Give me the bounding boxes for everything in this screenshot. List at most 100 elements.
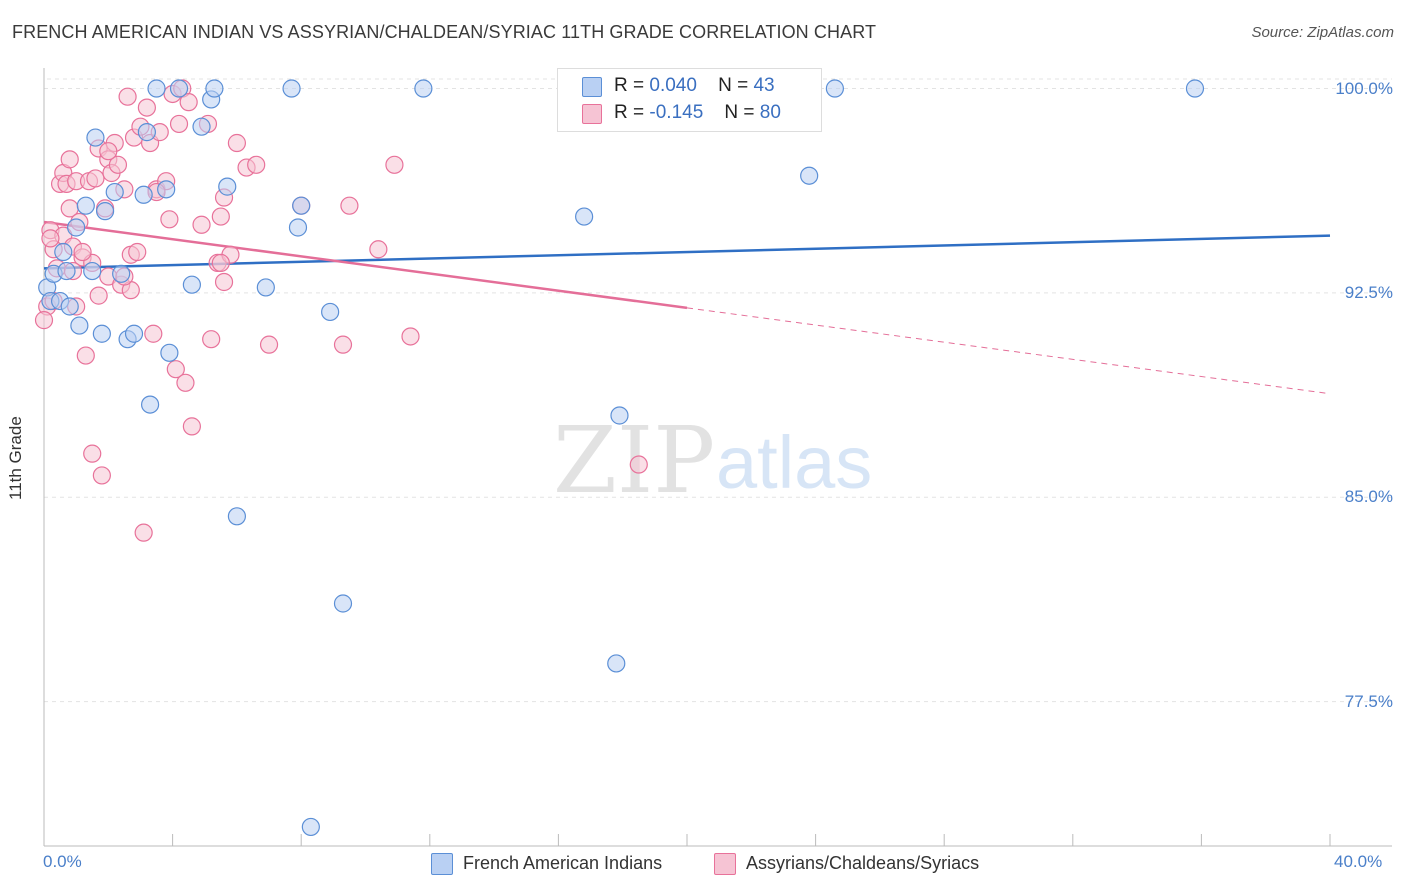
data-point-french-american-indian: [54, 242, 73, 262]
source-label: Source: ZipAtlas.com: [1251, 24, 1394, 41]
data-point-french-american-indian: [800, 166, 819, 185]
data-point-assyrian: [134, 523, 153, 542]
data-point-french-american-indian: [140, 395, 160, 414]
data-point-french-american-indian: [610, 406, 629, 425]
blue-swatch-icon: [582, 77, 602, 97]
data-point-french-american-indian: [57, 261, 76, 281]
data-point-french-american-indian: [60, 297, 79, 316]
chart-title: FRENCH AMERICAN INDIAN VS ASSYRIAN/CHALD…: [12, 22, 877, 42]
data-point-french-american-indian: [292, 196, 311, 215]
data-point-assyrian: [340, 196, 359, 215]
data-point-assyrian: [108, 155, 128, 174]
data-point-assyrian: [41, 229, 60, 248]
data-point-assyrian: [369, 240, 388, 259]
stats-legend-box: R = 0.040 N = 43 R = -0.145 N = 80: [557, 68, 822, 132]
data-point-french-american-indian: [288, 218, 308, 237]
data-point-french-american-indian: [124, 324, 144, 343]
data-point-french-american-indian: [218, 177, 237, 196]
data-point-french-american-indian: [134, 185, 153, 204]
data-point-french-american-indian: [83, 261, 102, 281]
data-point-french-american-indian: [160, 343, 179, 362]
y-tick-label: 92.5%: [1344, 282, 1393, 302]
data-point-french-american-indian: [76, 196, 95, 215]
y-tick-label: 77.5%: [1344, 691, 1393, 711]
data-point-assyrian: [202, 330, 221, 349]
r-label: R =: [614, 102, 645, 123]
data-point-assyrian: [211, 253, 230, 273]
blue-swatch-icon: [431, 853, 453, 875]
data-point-assyrian: [192, 215, 211, 234]
data-point-french-american-indian: [825, 79, 844, 98]
data-point-assyrian: [333, 335, 353, 354]
data-point-french-american-indian: [282, 79, 301, 98]
data-point-french-american-indian: [256, 278, 275, 297]
r-value-pink: -0.145: [649, 102, 704, 123]
data-point-assyrian: [227, 133, 246, 153]
pink-swatch-icon: [582, 104, 602, 124]
data-point-french-american-indian: [182, 275, 201, 294]
data-point-assyrian: [60, 150, 79, 169]
legend-label: Assyrians/Chaldeans/Syriacs: [746, 853, 980, 873]
data-point-french-american-indian: [147, 79, 166, 98]
data-point-french-american-indian: [227, 507, 246, 526]
data-point-french-american-indian: [301, 817, 320, 837]
data-point-assyrian: [169, 114, 189, 134]
trend-line-blue: [43, 234, 1331, 270]
n-label: N =: [718, 75, 749, 96]
data-point-french-american-indian: [92, 324, 111, 343]
data-point-assyrian: [160, 210, 179, 229]
trend-line-pink: [43, 220, 688, 310]
data-point-assyrian: [401, 327, 420, 346]
data-point-french-american-indian: [333, 594, 353, 613]
data-point-assyrian: [34, 311, 54, 330]
data-point-assyrian: [629, 455, 648, 474]
data-point-assyrian: [214, 272, 234, 292]
data-point-french-american-indian: [137, 123, 156, 142]
data-point-french-american-indian: [607, 654, 626, 673]
n-value-blue: 43: [753, 75, 775, 96]
data-point-french-american-indian: [70, 316, 89, 335]
data-point-assyrian: [247, 155, 266, 174]
data-point-assyrian: [137, 98, 156, 117]
data-point-assyrian: [385, 155, 404, 174]
data-point-assyrian: [166, 360, 185, 379]
data-point-french-american-indian: [112, 264, 131, 283]
data-point-assyrian: [144, 324, 163, 343]
data-point-assyrian: [92, 466, 111, 485]
y-tick-label: 85.0%: [1344, 487, 1393, 507]
data-point-french-american-indian: [95, 202, 115, 221]
watermark-atlas: atlas: [716, 421, 872, 504]
data-point-assyrian: [259, 335, 279, 354]
data-point-french-american-indian: [67, 218, 86, 237]
y-tick-label: 100.0%: [1335, 78, 1393, 98]
legend-label: French American Indians: [463, 853, 663, 873]
data-point-french-american-indian: [205, 79, 224, 98]
data-point-assyrian: [89, 286, 108, 305]
data-point-assyrian: [86, 169, 105, 188]
n-label: N =: [724, 102, 755, 123]
x-tick-label: 40.0%: [1334, 852, 1383, 871]
data-point-assyrian: [211, 207, 230, 226]
data-point-french-american-indian: [321, 302, 340, 322]
data-point-french-american-indian: [157, 180, 176, 199]
data-point-assyrian: [83, 444, 102, 463]
r-label: R =: [614, 75, 645, 96]
pink-swatch-icon: [714, 853, 736, 875]
data-point-french-american-indian: [575, 207, 594, 226]
x-tick-label: 0.0%: [43, 852, 82, 871]
data-point-assyrian: [128, 242, 147, 262]
n-value-pink: 80: [759, 102, 781, 123]
data-point-assyrian: [99, 142, 118, 161]
data-point-french-american-indian: [414, 79, 433, 98]
data-point-assyrian: [176, 373, 195, 392]
data-point-french-american-indian: [192, 117, 211, 136]
trend-line-pink-dashed: [686, 307, 1331, 395]
data-point-french-american-indian: [105, 182, 124, 202]
data-point-assyrian: [76, 346, 95, 365]
data-point-french-american-indian: [86, 128, 105, 147]
data-point-assyrian: [118, 87, 137, 106]
data-point-assyrian: [182, 417, 201, 436]
data-point-assyrian: [179, 93, 198, 112]
r-value-blue: 0.040: [649, 75, 697, 96]
